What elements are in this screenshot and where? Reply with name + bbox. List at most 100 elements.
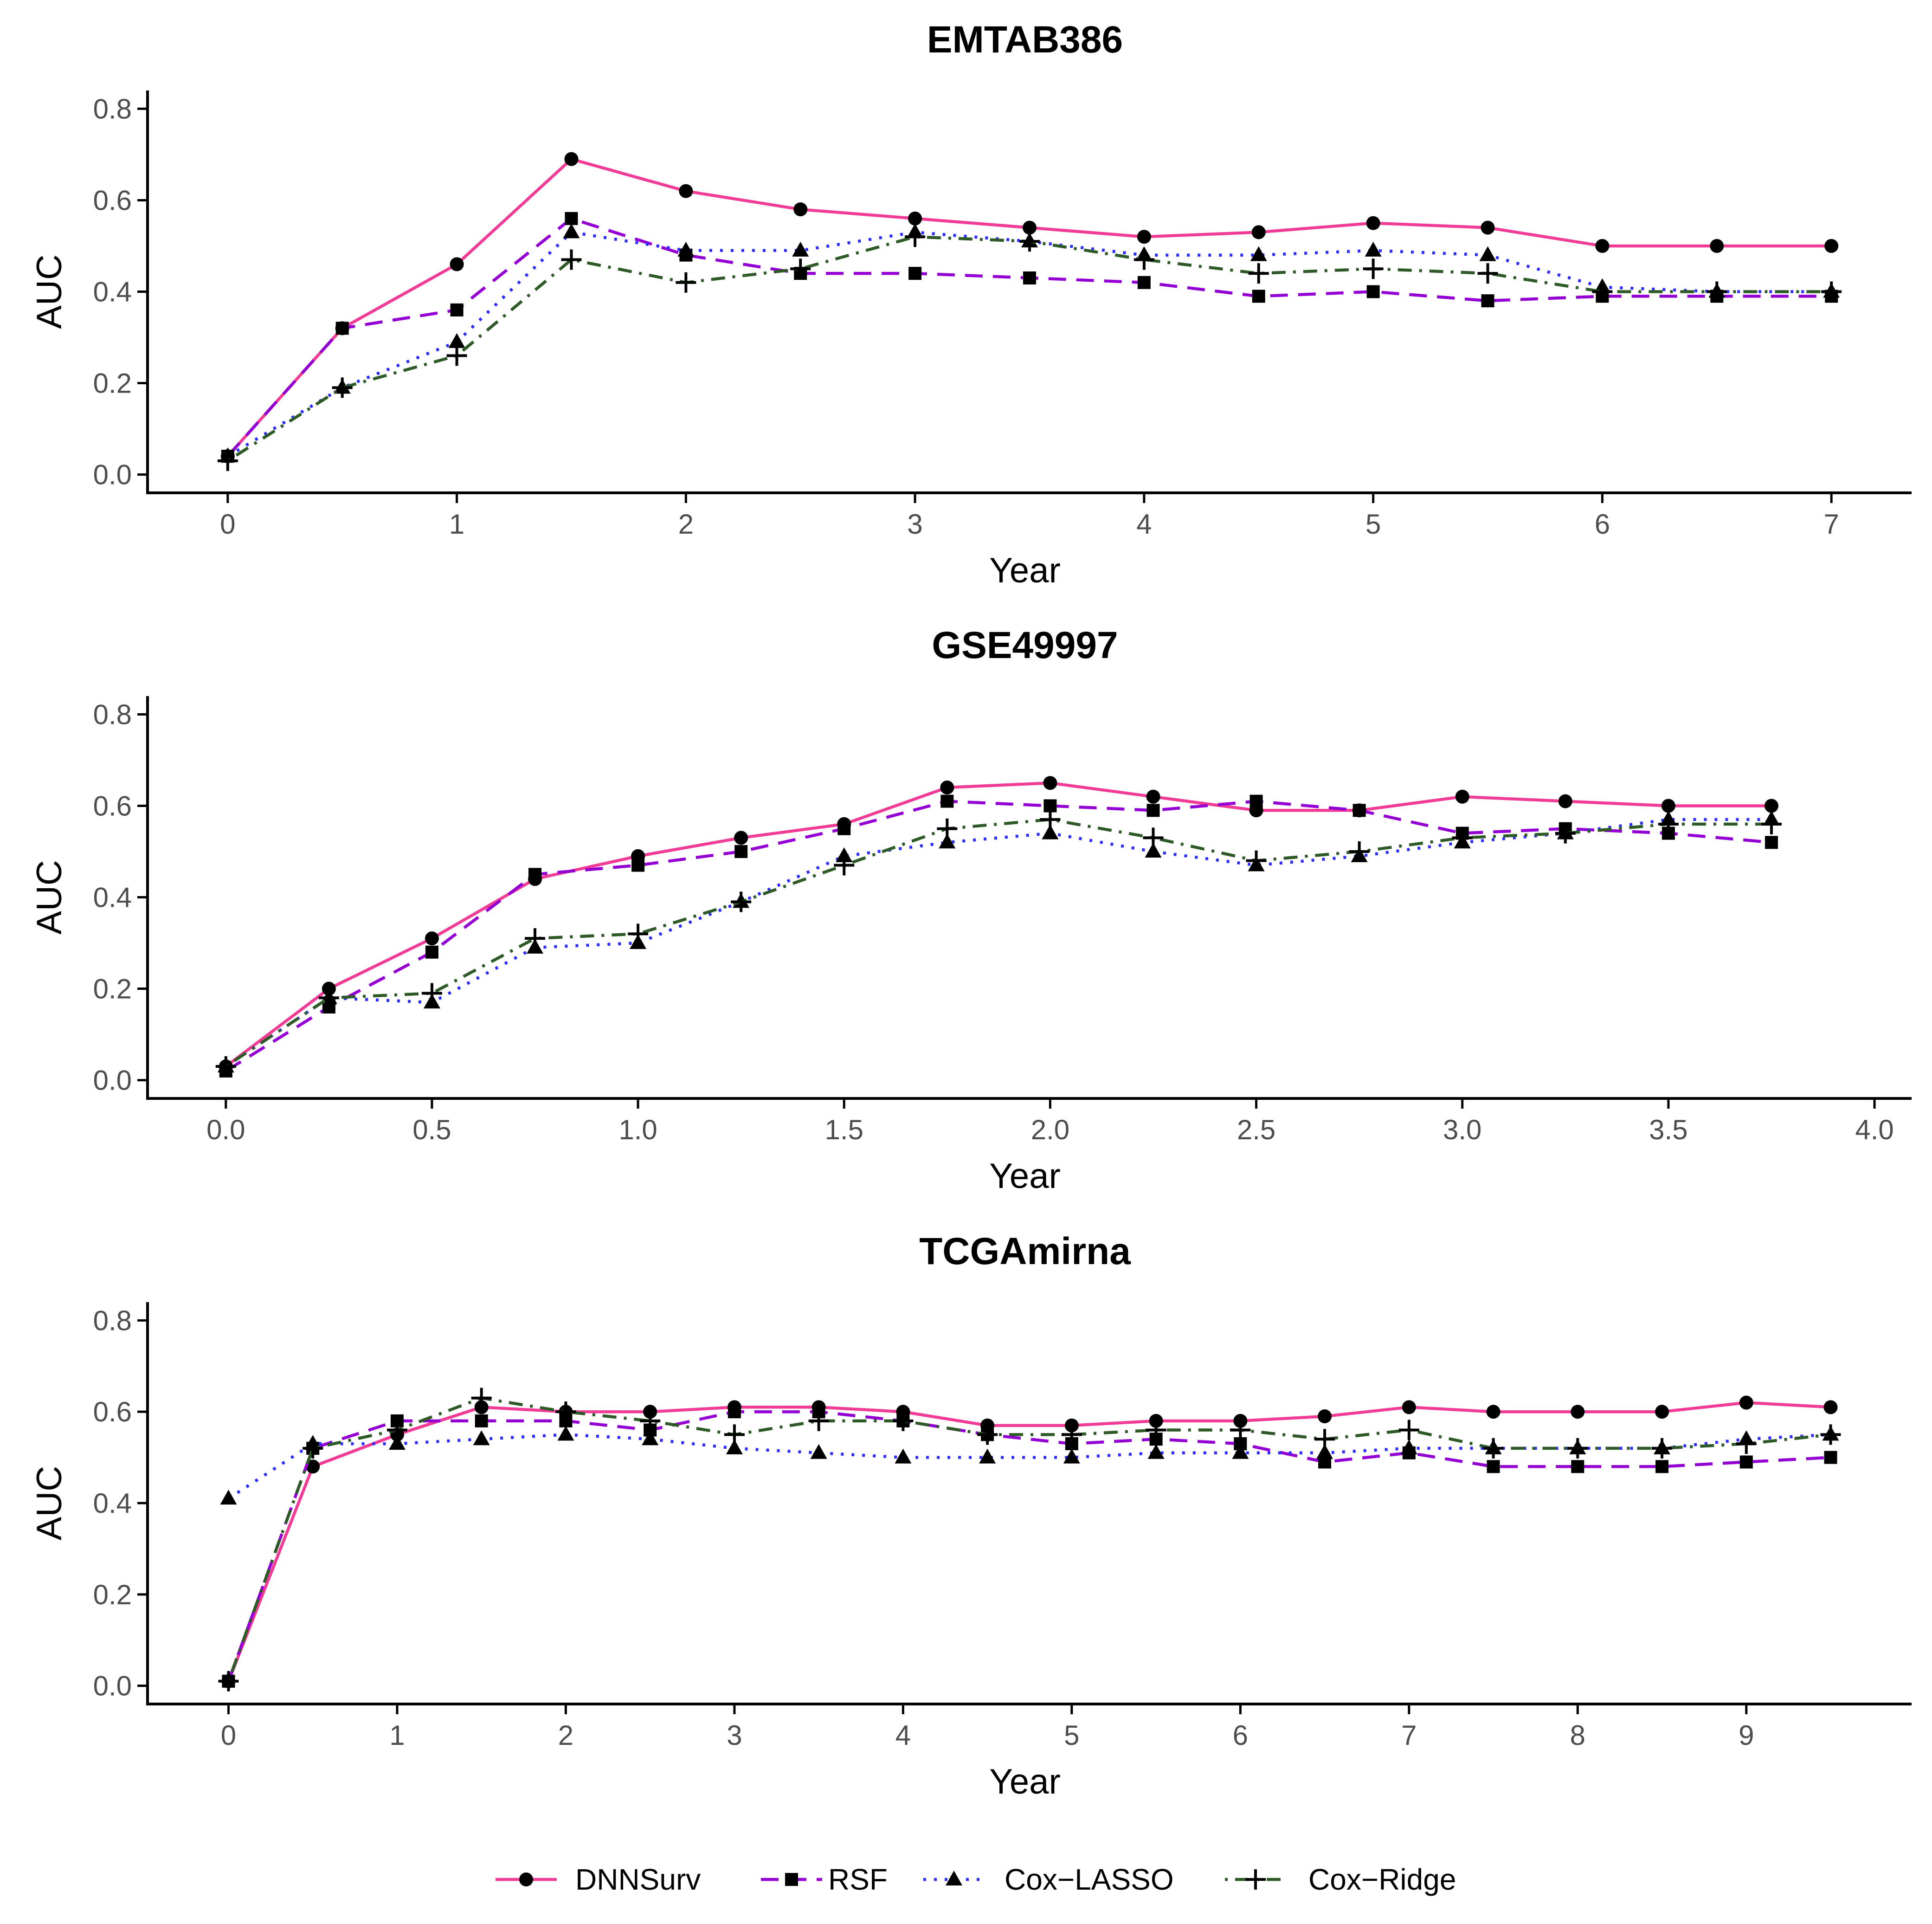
x-tick-label: 7 bbox=[1401, 1720, 1417, 1751]
data-point-rsf bbox=[734, 845, 748, 858]
data-point-rsf bbox=[528, 868, 542, 881]
y-tick-label: 0.0 bbox=[93, 1065, 132, 1096]
data-point-rsf bbox=[1252, 290, 1265, 303]
legend-item-rsf: RSF bbox=[761, 1863, 888, 1896]
data-point-cox-lasso bbox=[792, 241, 809, 257]
data-point-cox-ridge bbox=[386, 1420, 407, 1440]
series-dnnsurv bbox=[220, 152, 1839, 464]
x-tick-label: 2.0 bbox=[1031, 1114, 1069, 1145]
data-point-rsf bbox=[1146, 804, 1160, 817]
data-point-dnnsurv bbox=[1710, 239, 1724, 253]
data-point-cox-ridge bbox=[834, 855, 855, 876]
data-point-dnnsurv bbox=[1824, 239, 1839, 253]
legend-label: Cox−LASSO bbox=[1005, 1863, 1174, 1896]
data-point-cox-lasso bbox=[895, 1448, 912, 1464]
data-point-cox-ridge bbox=[1567, 1438, 1588, 1459]
x-tick-label: 1.5 bbox=[825, 1114, 863, 1145]
data-point-cox-ridge bbox=[1133, 249, 1154, 270]
x-tick-label: 0 bbox=[220, 509, 235, 540]
data-point-dnnsurv bbox=[1486, 1405, 1501, 1419]
data-point-dnnsurv bbox=[1739, 1395, 1753, 1410]
data-point-cox-ridge bbox=[1761, 814, 1782, 834]
data-point-dnnsurv bbox=[734, 831, 748, 845]
series-line-dnnsurv bbox=[226, 157, 1832, 458]
data-point-dnnsurv bbox=[1661, 799, 1675, 813]
data-point-cox-lasso bbox=[677, 241, 695, 257]
data-point-rsf bbox=[1824, 1451, 1837, 1464]
data-point-dnnsurv bbox=[1023, 220, 1037, 235]
data-point-dnnsurv bbox=[1402, 1400, 1416, 1414]
chart-title: TCGAmirna bbox=[919, 1230, 1131, 1272]
x-tick-label: 6 bbox=[1595, 509, 1610, 540]
data-point-rsf bbox=[631, 859, 645, 872]
data-point-dnnsurv bbox=[1318, 1409, 1332, 1424]
data-point-dnnsurv bbox=[1481, 220, 1495, 235]
data-point-cox-ridge bbox=[893, 1410, 914, 1431]
data-point-cox-lasso bbox=[557, 1426, 574, 1441]
series-line-rsf bbox=[225, 800, 1772, 1072]
data-point-cox-lasso bbox=[810, 1444, 827, 1459]
data-point-dnnsurv bbox=[908, 211, 922, 226]
data-point-cox-ridge bbox=[446, 345, 467, 366]
data-point-cox-ridge bbox=[640, 1410, 661, 1431]
data-point-rsf bbox=[1487, 1460, 1500, 1473]
y-tick-label: 0.4 bbox=[93, 1488, 132, 1519]
data-point-cox-ridge bbox=[905, 226, 926, 247]
data-point-rsf bbox=[728, 1405, 741, 1419]
data-point-cox-lasso bbox=[836, 847, 853, 862]
x-tick-label: 1.0 bbox=[618, 1114, 657, 1145]
data-point-cox-ridge bbox=[1398, 1420, 1419, 1440]
legend-key-marker bbox=[785, 1873, 798, 1886]
data-point-cox-ridge bbox=[1452, 827, 1473, 848]
legend-key-marker bbox=[946, 1871, 962, 1885]
x-axis-label: Year bbox=[989, 1762, 1061, 1801]
data-point-cox-ridge bbox=[525, 928, 546, 949]
data-point-dnnsurv bbox=[1366, 216, 1380, 230]
data-point-dnnsurv bbox=[1251, 225, 1266, 239]
y-tick-label: 0.4 bbox=[93, 277, 132, 308]
series-rsf bbox=[219, 794, 1778, 1078]
x-tick-label: 7 bbox=[1823, 509, 1839, 540]
x-axis-label: Year bbox=[989, 551, 1061, 590]
data-point-cox-lasso bbox=[1147, 1444, 1165, 1459]
x-tick-label: 4 bbox=[1136, 509, 1152, 540]
data-point-cox-ridge bbox=[1248, 263, 1269, 284]
x-tick-label: 5 bbox=[1365, 509, 1381, 540]
data-point-cox-ridge bbox=[1230, 1420, 1251, 1440]
series-line-dnnsurv bbox=[227, 1401, 1831, 1682]
data-point-cox-ridge bbox=[1349, 841, 1370, 862]
data-point-cox-lasso bbox=[1042, 824, 1059, 839]
x-tick-label: 2 bbox=[678, 509, 694, 540]
data-point-cox-ridge bbox=[1143, 827, 1164, 848]
y-tick-label: 0.2 bbox=[93, 368, 132, 399]
data-point-rsf bbox=[1137, 276, 1151, 289]
chart-panel-tcgamirna: TCGAmirna 0.0 0.2 0.4 0.6 0.8 0 1 2 3 4 5 6 7 8 9 Year AU… bbox=[30, 1230, 1912, 1801]
data-point-rsf bbox=[1765, 836, 1778, 849]
legend-label: RSF bbox=[828, 1863, 888, 1896]
chart-panel-emtab386: EMTAB386 0.0 0.2 0.4 0.6 0.8 0 1 2 3 4 5 6 7 Year AUC bbox=[30, 19, 1912, 590]
data-point-cox-ridge bbox=[421, 983, 442, 1004]
x-tick-label: 3 bbox=[727, 1720, 742, 1751]
data-point-dnnsurv bbox=[940, 781, 954, 795]
data-point-cox-lasso bbox=[1365, 241, 1382, 257]
data-point-cox-ridge bbox=[1483, 1438, 1504, 1459]
y-tick-label: 0.8 bbox=[93, 93, 132, 124]
data-point-dnnsurv bbox=[425, 931, 439, 946]
x-tick-label: 1 bbox=[389, 1720, 405, 1751]
y-axis-label: AUC bbox=[30, 1466, 69, 1540]
data-point-dnnsurv bbox=[564, 152, 579, 166]
data-point-rsf bbox=[1249, 794, 1263, 808]
data-point-cox-ridge bbox=[471, 1388, 492, 1408]
data-point-cox-lasso bbox=[1145, 842, 1162, 858]
x-tick-label: 4.0 bbox=[1855, 1114, 1893, 1145]
data-point-cox-ridge bbox=[937, 818, 958, 839]
x-tick-label: 0.0 bbox=[206, 1114, 245, 1145]
series-cox-ridge bbox=[217, 226, 1842, 471]
x-tick-label: 0 bbox=[221, 1720, 236, 1751]
legend-key-marker bbox=[1245, 1869, 1266, 1890]
data-point-dnnsurv bbox=[1455, 789, 1469, 804]
data-point-rsf bbox=[1481, 294, 1494, 308]
data-point-cox-lasso bbox=[448, 333, 465, 348]
data-point-cox-ridge bbox=[1592, 281, 1613, 302]
